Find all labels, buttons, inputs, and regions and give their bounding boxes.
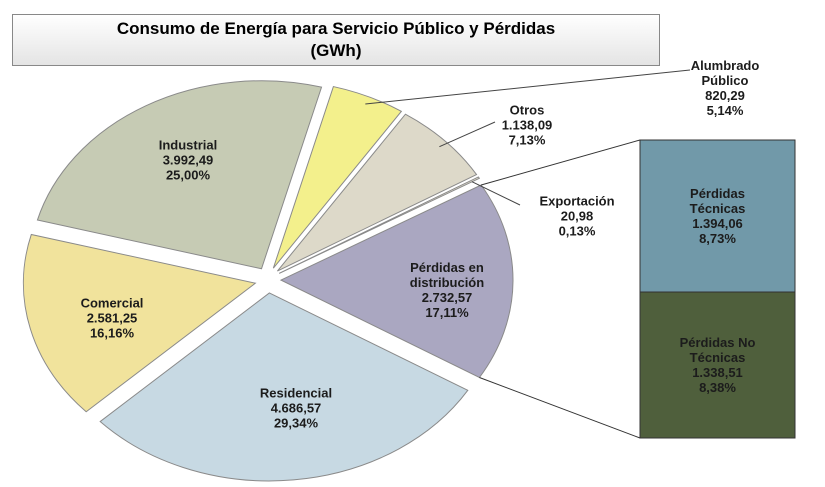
leader-line [471,181,521,206]
label-percent: 8,73% [699,231,736,246]
label-name: Residencial [259,385,333,401]
label-name: Pérdidas Técnicas [689,186,746,216]
label-percent: 0,13% [558,223,596,239]
data-label: Comercial 2.581,25 16,16% [57,296,167,341]
label-percent: 16,16% [89,325,135,341]
label-name: Pérdidas en distribución [409,260,485,290]
label-percent: 8,38% [699,380,736,395]
data-label: Exportación 20,98 0,13% [517,194,637,239]
label-value: 1.394,06 [692,216,743,231]
label-name: Exportación [539,193,615,209]
pie-slice [99,292,469,482]
chart-subtitle: (GWh) [310,41,362,60]
label-name: Otros [509,102,545,118]
label-value: 820,29 [705,88,745,103]
leader-line [365,69,691,105]
data-label: Pérdidas No Técnicas 1.338,51 8,38% [663,335,773,395]
label-value: 20,98 [560,208,594,224]
label-value: 1.338,51 [692,365,743,380]
label-percent: 5,14% [706,103,744,118]
label-percent: 7,13% [508,132,546,148]
label-value: 2.581,25 [86,310,138,326]
data-label: Otros 1.138,09 7,13% [477,103,577,148]
label-value: 3.992,49 [162,152,214,168]
data-label: Industrial 3.992,49 25,00% [133,138,243,183]
label-value: 2.732,57 [421,290,473,305]
label-name: Comercial [80,295,144,311]
leader-line [439,121,496,148]
pie-slice [277,113,478,272]
bar-segment [639,291,796,439]
label-name: Alumbrado Público [690,58,760,88]
title-box: Consumo de Energía para Servicio Público… [12,14,660,66]
pie-slice [272,85,403,269]
pie-slice [279,184,514,379]
data-label: Pérdidas Técnicas 1.394,06 8,73% [663,186,773,246]
pie-slice [278,176,481,274]
label-name: Pérdidas No Técnicas [679,335,756,365]
data-label: Residencial 4.686,57 29,34% [241,386,351,431]
connector-line [480,139,641,186]
data-label: Alumbrado Público 820,29 5,14% [670,58,780,118]
label-percent: 17,11% [425,305,469,320]
label-value: 4.686,57 [270,400,322,416]
pie-slice [22,233,257,413]
label-name: Industrial [158,137,218,153]
label-percent: 29,34% [273,415,319,431]
label-value: 1.138,09 [501,117,553,133]
data-label: Pérdidas en distribución 2.732,57 17,11% [392,260,502,320]
label-percent: 25,00% [165,167,211,183]
pie-slice [36,80,323,270]
bar-segment [639,139,796,293]
chart-title: Consumo de Energía para Servicio Público… [116,19,556,38]
connector-line [479,377,641,439]
